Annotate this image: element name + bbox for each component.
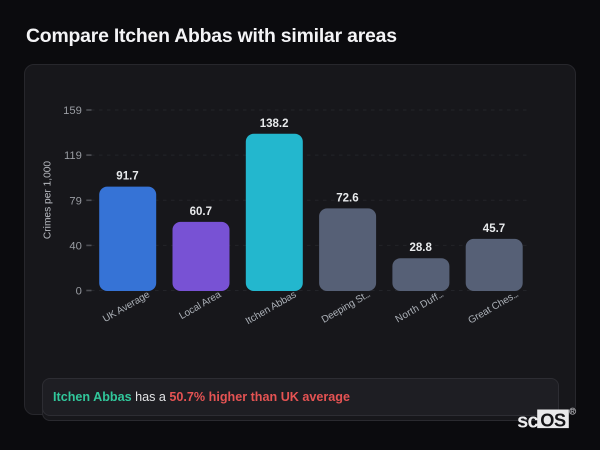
svg-text:72.6: 72.6 [336,192,358,204]
svg-text:159: 159 [63,105,82,117]
svg-text:60.7: 60.7 [190,206,212,218]
svg-text:119: 119 [64,150,82,162]
svg-text:45.7: 45.7 [483,223,505,235]
svg-text:79: 79 [69,195,81,207]
svg-text:sc: sc [517,411,538,433]
svg-text:Crimes per 1,000: Crimes per 1,000 [43,161,54,239]
svg-text:28.8: 28.8 [410,242,433,254]
svg-text:R: R [570,409,575,416]
svg-text:40: 40 [69,240,81,252]
svg-text:OS: OS [540,410,566,430]
svg-text:0: 0 [76,286,82,298]
svg-text:138.2: 138.2 [260,118,289,130]
svg-text:91.7: 91.7 [116,171,138,183]
